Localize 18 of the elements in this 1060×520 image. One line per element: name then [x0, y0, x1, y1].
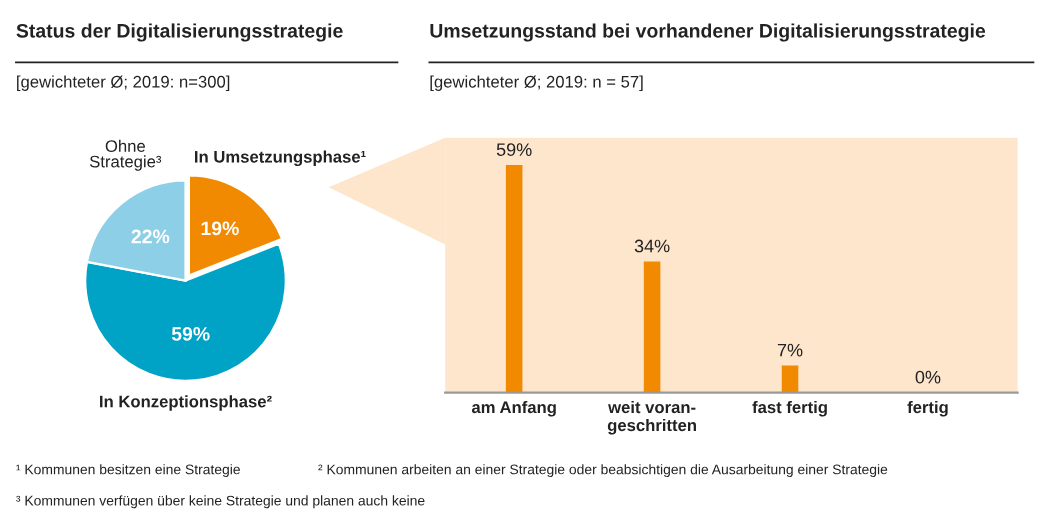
x-tick-label: weit voran- geschritten	[607, 400, 696, 435]
data-label: 59%	[496, 143, 532, 156]
data-label: 59%	[171, 326, 210, 341]
chart-subtitle: [gewichteter Ø; 2019: n = 57]	[430, 75, 643, 91]
x-tick-label: am Anfang	[471, 400, 556, 417]
slice-label: In Konzeptionsphase²	[100, 395, 272, 411]
chart-title: Umsetzungsstand bei vorhandener Digitalisierungsstrategie	[430, 23, 986, 42]
chart-title: Status der Digitalisierungsstrategie	[16, 23, 343, 42]
x-tick-label: fertig	[907, 400, 948, 417]
chart-subtitle: [gewichteter Ø; 2019: n=300]	[17, 75, 230, 91]
data-label: 7%	[777, 343, 803, 357]
data-label: 22%	[131, 229, 170, 244]
slice-label: Ohne Strategie³	[89, 139, 162, 171]
data-label: 19%	[201, 221, 239, 236]
slice-label: In Umsetzungsphase¹	[195, 150, 366, 167]
data-label: 0%	[915, 370, 941, 384]
data-label: 34%	[634, 239, 670, 253]
x-tick-label: fast fertig	[752, 400, 827, 417]
